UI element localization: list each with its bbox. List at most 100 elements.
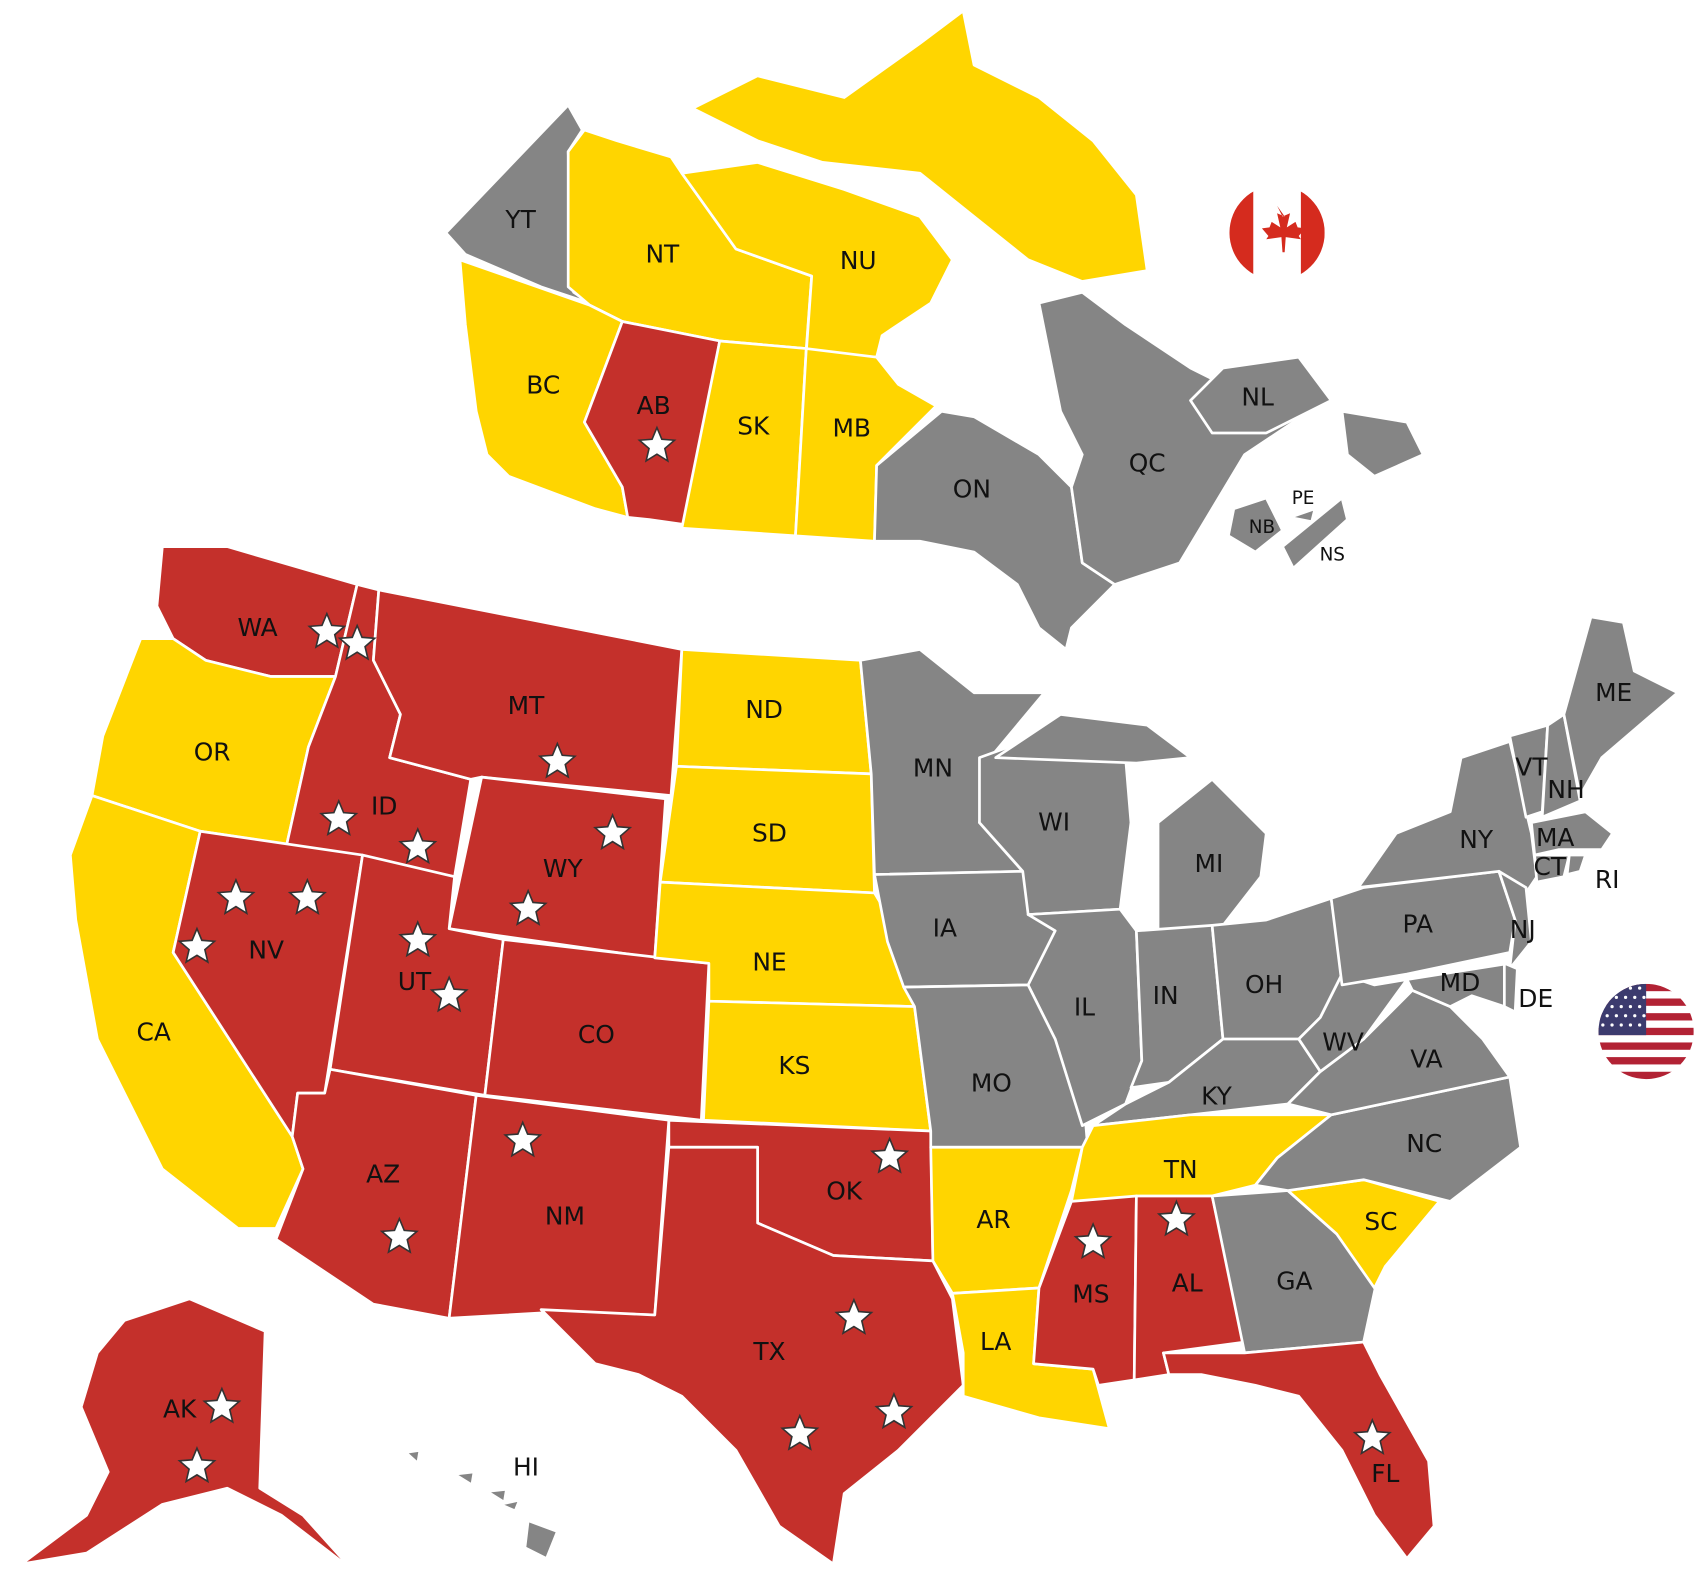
region-pe[interactable]: [1288, 507, 1317, 524]
label-va: VA: [1410, 1045, 1442, 1074]
star-icon-tx: [780, 1413, 820, 1451]
label-ns: NS: [1320, 544, 1345, 565]
star-icon-ut: [429, 975, 469, 1013]
region-qc[interactable]: [1037, 290, 1328, 586]
region-il[interactable]: [1026, 907, 1144, 1127]
label-vt: VT: [1515, 752, 1548, 781]
label-pe: PE: [1292, 488, 1315, 509]
star-icon-wa: [307, 611, 347, 649]
region-ns[interactable]: [1281, 496, 1349, 570]
star-icon-wa: [337, 623, 377, 661]
region-ks[interactable]: [702, 999, 933, 1133]
star-icon-mt: [537, 741, 577, 779]
label-ct: CT: [1534, 852, 1567, 881]
region-bc[interactable]: [458, 258, 630, 519]
label-wv: WV: [1322, 1027, 1364, 1056]
label-nl: NL: [1241, 382, 1274, 411]
label-yt: YT: [504, 205, 536, 234]
label-il: IL: [1074, 993, 1095, 1022]
region-hi[interactable]: [523, 1519, 559, 1560]
label-pa: PA: [1403, 909, 1433, 938]
region-nu[interactable]: [691, 9, 1149, 283]
star-icon-ms: [1073, 1222, 1113, 1260]
label-ca: CA: [136, 1018, 170, 1047]
star-icon-az: [379, 1216, 419, 1254]
star-markers: [177, 425, 1392, 1484]
label-nc: NC: [1406, 1129, 1442, 1158]
label-nj: NJ: [1510, 915, 1536, 944]
label-nh: NH: [1547, 775, 1584, 804]
label-ri: RI: [1595, 865, 1620, 894]
star-icon-ut: [398, 920, 438, 958]
label-mt: MT: [508, 691, 545, 720]
label-tn: TN: [1163, 1155, 1198, 1184]
label-mb: MB: [832, 414, 871, 443]
region-shapes: [20, 9, 1679, 1571]
label-az: AZ: [366, 1159, 400, 1188]
region-nc[interactable]: [1254, 1075, 1522, 1203]
label-ks: KS: [778, 1051, 810, 1080]
region-de[interactable]: [1503, 961, 1519, 1014]
region-nj[interactable]: [1497, 869, 1533, 971]
label-id: ID: [371, 791, 398, 820]
region-hi[interactable]: [498, 1498, 521, 1513]
star-icon-nv: [216, 877, 256, 916]
label-hi: HI: [513, 1453, 539, 1482]
label-ok: OK: [826, 1177, 863, 1206]
region-ak[interactable]: [20, 1297, 354, 1571]
label-ne: NE: [752, 947, 786, 976]
label-ny: NY: [1459, 825, 1494, 854]
label-nu: NU: [840, 246, 877, 275]
region-hi[interactable]: [453, 1470, 476, 1487]
region-mb[interactable]: [794, 347, 938, 543]
region-nl[interactable]: [1340, 409, 1425, 478]
label-wa: WA: [237, 613, 277, 642]
label-in: IN: [1153, 981, 1179, 1010]
region-az[interactable]: [274, 1067, 478, 1320]
label-ab: AB: [637, 391, 671, 420]
label-ga: GA: [1276, 1267, 1312, 1296]
region-hi[interactable]: [485, 1487, 508, 1504]
label-nv: NV: [248, 935, 284, 964]
us-flag-icon: [1598, 983, 1694, 1080]
label-sc: SC: [1364, 1207, 1397, 1236]
region-labels: YT NT NU BC AB SK MB ON QC NL NB NS PE WA OR CA ID MT WY NV…: [136, 205, 1632, 1488]
star-icon-ak: [177, 1446, 217, 1484]
label-mo: MO: [971, 1069, 1012, 1098]
star-icon-nv: [177, 926, 217, 964]
region-wv[interactable]: [1297, 972, 1409, 1073]
label-la: LA: [980, 1327, 1011, 1356]
region-md[interactable]: [1405, 961, 1512, 1008]
region-hi[interactable]: [404, 1448, 422, 1465]
region-nh[interactable]: [1540, 713, 1582, 819]
label-on: ON: [953, 474, 991, 503]
label-qc: QC: [1129, 448, 1166, 477]
label-nt: NT: [645, 239, 680, 268]
region-mi[interactable]: [994, 713, 1192, 765]
label-wi: WI: [1038, 808, 1070, 837]
region-fl[interactable]: [1162, 1340, 1436, 1560]
star-icon-wy: [508, 888, 548, 926]
label-fl: FL: [1371, 1459, 1399, 1488]
star-icon-id: [319, 798, 359, 837]
region-nu[interactable]: [680, 161, 954, 359]
label-ut: UT: [398, 967, 432, 996]
region-nb[interactable]: [1227, 496, 1284, 554]
star-icon-ak: [202, 1386, 242, 1424]
region-me[interactable]: [1562, 615, 1679, 797]
canada-flag-icon: [1229, 185, 1325, 281]
star-icon-ab: [637, 425, 677, 463]
region-ct[interactable]: [1533, 853, 1571, 884]
label-co: CO: [578, 1020, 615, 1049]
label-md: MD: [1440, 968, 1481, 997]
region-tx[interactable]: [539, 1145, 965, 1566]
region-nl[interactable]: [1189, 355, 1333, 435]
label-or: OR: [194, 737, 231, 766]
label-ky: KY: [1201, 1081, 1232, 1110]
label-oh: OH: [1245, 970, 1283, 999]
label-sk: SK: [737, 412, 770, 441]
label-mi: MI: [1194, 849, 1223, 878]
label-mn: MN: [913, 754, 953, 783]
region-ri[interactable]: [1565, 853, 1587, 876]
